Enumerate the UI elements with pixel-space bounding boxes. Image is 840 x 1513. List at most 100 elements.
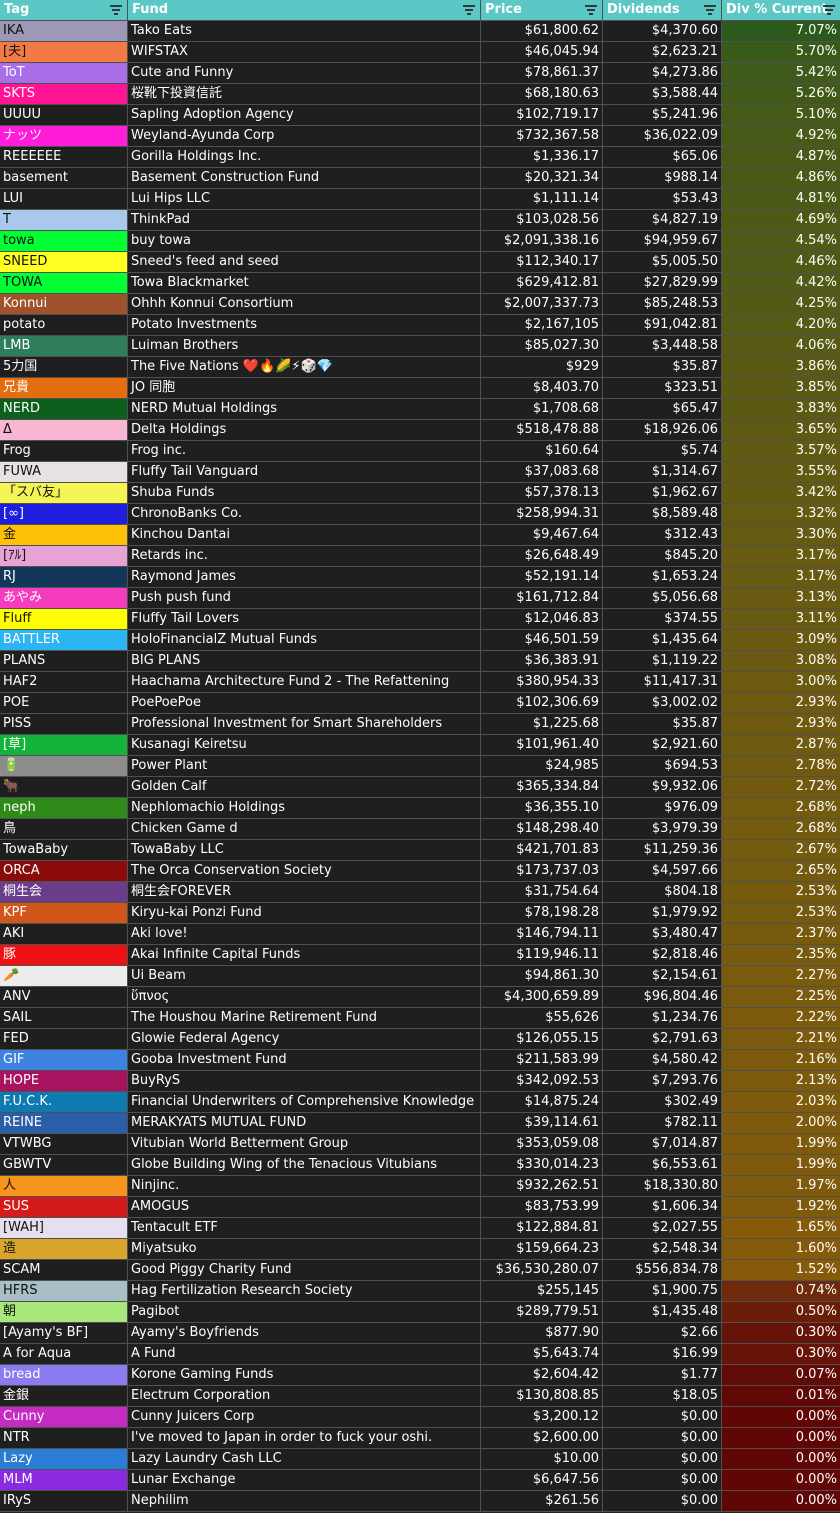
price-cell[interactable]: $101,961.40 — [481, 735, 603, 756]
div-pct-cell[interactable]: 4.92% — [722, 126, 840, 147]
dividends-cell[interactable]: $1.77 — [603, 1365, 722, 1386]
dividends-cell[interactable]: $16.99 — [603, 1344, 722, 1365]
price-cell[interactable]: $2,600.00 — [481, 1428, 603, 1449]
div-pct-cell[interactable]: 0.00% — [722, 1428, 840, 1449]
tag-cell[interactable]: BATTLER — [0, 630, 128, 651]
price-cell[interactable]: $102,719.17 — [481, 105, 603, 126]
fund-cell[interactable]: MERAKYATS MUTUAL FUND — [128, 1113, 481, 1134]
tag-cell[interactable]: POE — [0, 693, 128, 714]
fund-cell[interactable]: ThinkPad — [128, 210, 481, 231]
price-cell[interactable]: $5,643.74 — [481, 1344, 603, 1365]
dividends-cell[interactable]: $5,241.96 — [603, 105, 722, 126]
tag-cell[interactable]: 「スバ友」 — [0, 483, 128, 504]
fund-cell[interactable]: Push push fund — [128, 588, 481, 609]
fund-cell[interactable]: Akai Infinite Capital Funds — [128, 945, 481, 966]
fund-cell[interactable]: BIG PLANS — [128, 651, 481, 672]
price-cell[interactable]: $55,626 — [481, 1008, 603, 1029]
price-cell[interactable]: $126,055.15 — [481, 1029, 603, 1050]
dividends-cell[interactable]: $3,448.58 — [603, 336, 722, 357]
fund-cell[interactable]: BuyRyS — [128, 1071, 481, 1092]
tag-cell[interactable]: 豚 — [0, 945, 128, 966]
div-pct-cell[interactable]: 0.00% — [722, 1470, 840, 1491]
tag-cell[interactable]: 金 — [0, 525, 128, 546]
price-cell[interactable]: $148,298.40 — [481, 819, 603, 840]
price-cell[interactable]: $68,180.63 — [481, 84, 603, 105]
dividends-cell[interactable]: $1,962.67 — [603, 483, 722, 504]
price-cell[interactable]: $342,092.53 — [481, 1071, 603, 1092]
fund-cell[interactable]: Ui Beam — [128, 966, 481, 987]
div-pct-cell[interactable]: 3.55% — [722, 462, 840, 483]
tag-cell[interactable]: KPF — [0, 903, 128, 924]
fund-cell[interactable]: JO 同胞 — [128, 378, 481, 399]
div-pct-cell[interactable]: 2.25% — [722, 987, 840, 1008]
dividends-cell[interactable]: $53.43 — [603, 189, 722, 210]
dividends-cell[interactable]: $694.53 — [603, 756, 722, 777]
fund-cell[interactable]: A Fund — [128, 1344, 481, 1365]
tag-cell[interactable]: TowaBaby — [0, 840, 128, 861]
fund-cell[interactable]: Towa Blackmarket — [128, 273, 481, 294]
dividends-cell[interactable]: $3,002.02 — [603, 693, 722, 714]
price-cell[interactable]: $932,262.51 — [481, 1176, 603, 1197]
dividends-cell[interactable]: $91,042.81 — [603, 315, 722, 336]
dividends-cell[interactable]: $7,014.87 — [603, 1134, 722, 1155]
dividends-cell[interactable]: $11,417.31 — [603, 672, 722, 693]
div-pct-cell[interactable]: 1.60% — [722, 1239, 840, 1260]
tag-cell[interactable]: HAF2 — [0, 672, 128, 693]
tag-cell[interactable]: T — [0, 210, 128, 231]
dividends-cell[interactable]: $7,293.76 — [603, 1071, 722, 1092]
dividends-cell[interactable]: $27,829.99 — [603, 273, 722, 294]
price-cell[interactable]: $20,321.34 — [481, 168, 603, 189]
div-pct-cell[interactable]: 5.42% — [722, 63, 840, 84]
div-pct-cell[interactable]: 2.67% — [722, 840, 840, 861]
dividends-cell[interactable]: $1,314.67 — [603, 462, 722, 483]
fund-cell[interactable]: Basement Construction Fund — [128, 168, 481, 189]
price-cell[interactable]: $12,046.83 — [481, 609, 603, 630]
price-cell[interactable]: $2,091,338.16 — [481, 231, 603, 252]
div-pct-cell[interactable]: 3.57% — [722, 441, 840, 462]
header-div-pct[interactable]: Div % Current — [722, 0, 840, 21]
price-cell[interactable]: $173,737.03 — [481, 861, 603, 882]
tag-cell[interactable]: [Ayamy's BF] — [0, 1323, 128, 1344]
price-cell[interactable]: $160.64 — [481, 441, 603, 462]
price-cell[interactable]: $2,007,337.73 — [481, 294, 603, 315]
div-pct-cell[interactable]: 3.32% — [722, 504, 840, 525]
fund-cell[interactable]: Professional Investment for Smart Shareh… — [128, 714, 481, 735]
price-cell[interactable]: $57,378.13 — [481, 483, 603, 504]
tag-cell[interactable]: あやみ — [0, 588, 128, 609]
fund-cell[interactable]: Aki love! — [128, 924, 481, 945]
fund-cell[interactable]: Vitubian World Betterment Group — [128, 1134, 481, 1155]
fund-cell[interactable]: Delta Holdings — [128, 420, 481, 441]
fund-cell[interactable]: Shuba Funds — [128, 483, 481, 504]
price-cell[interactable]: $130,808.85 — [481, 1386, 603, 1407]
div-pct-cell[interactable]: 3.17% — [722, 567, 840, 588]
div-pct-cell[interactable]: 1.52% — [722, 1260, 840, 1281]
dividends-cell[interactable]: $988.14 — [603, 168, 722, 189]
tag-cell[interactable]: neph — [0, 798, 128, 819]
dividends-cell[interactable]: $1,606.34 — [603, 1197, 722, 1218]
fund-cell[interactable]: Gorilla Holdings Inc. — [128, 147, 481, 168]
fund-cell[interactable]: Financial Underwriters of Comprehensive … — [128, 1092, 481, 1113]
tag-cell[interactable]: SNEED — [0, 252, 128, 273]
price-cell[interactable]: $9,467.64 — [481, 525, 603, 546]
tag-cell[interactable]: 🐂 — [0, 777, 128, 798]
tag-cell[interactable]: IRyS — [0, 1491, 128, 1512]
div-pct-cell[interactable]: 5.10% — [722, 105, 840, 126]
div-pct-cell[interactable]: 4.46% — [722, 252, 840, 273]
tag-cell[interactable]: ナッツ — [0, 126, 128, 147]
tag-cell[interactable]: NTR — [0, 1428, 128, 1449]
dividends-cell[interactable]: $804.18 — [603, 882, 722, 903]
fund-cell[interactable]: ChronoBanks Co. — [128, 504, 481, 525]
header-price[interactable]: Price — [481, 0, 603, 21]
tag-cell[interactable]: 朝 — [0, 1302, 128, 1323]
fund-cell[interactable]: Haachama Architecture Fund 2 - The Refat… — [128, 672, 481, 693]
fund-cell[interactable]: Potato Investments — [128, 315, 481, 336]
div-pct-cell[interactable]: 4.81% — [722, 189, 840, 210]
dividends-cell[interactable]: $6,553.61 — [603, 1155, 722, 1176]
dividends-cell[interactable]: $18.05 — [603, 1386, 722, 1407]
price-cell[interactable]: $289,779.51 — [481, 1302, 603, 1323]
dividends-cell[interactable]: $8,589.48 — [603, 504, 722, 525]
fund-cell[interactable]: Fluffy Tail Vanguard — [128, 462, 481, 483]
div-pct-cell[interactable]: 2.37% — [722, 924, 840, 945]
div-pct-cell[interactable]: 4.69% — [722, 210, 840, 231]
tag-cell[interactable]: 桐生会 — [0, 882, 128, 903]
